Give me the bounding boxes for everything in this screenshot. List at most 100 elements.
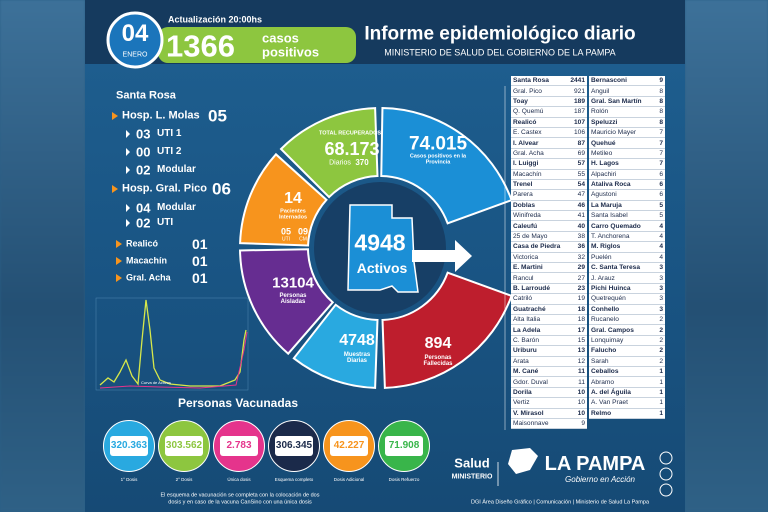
cell-name: Alta Italia — [513, 316, 541, 324]
ring-segment — [279, 107, 379, 199]
table-row: Alpachiri 6 — [589, 170, 665, 180]
table-row: H. Lagos 7 — [589, 159, 665, 170]
bullet — [126, 219, 130, 227]
cell-value: 10 — [577, 409, 585, 417]
cell-name: Gral. Pico — [513, 87, 542, 95]
cases-count: 1366 — [166, 28, 235, 64]
table-row: Guatraché 18 — [511, 305, 587, 315]
cell-value: 3 — [659, 305, 663, 313]
unit-value: 02 — [136, 162, 151, 178]
ring — [239, 107, 513, 389]
cell-value: 1 — [659, 378, 663, 386]
vaccine-shape — [385, 436, 423, 456]
cell-name: Pichi Huinca — [591, 285, 631, 292]
table-row: T. Anchorena 4 — [589, 232, 665, 243]
cell-value: 2 — [659, 316, 663, 324]
logo-ministerio: MINISTERIO — [451, 473, 493, 481]
cell-name: M. Riglos — [591, 243, 621, 251]
hospital-value: 05 — [208, 106, 227, 126]
table-row: C. Santa Teresa 3 — [589, 263, 665, 274]
uti-label: UTI — [281, 236, 291, 243]
table-row: E. Martini 29 — [511, 263, 587, 274]
cell-name: Relmo — [591, 409, 612, 417]
logo-brand: LA PAMPA — [544, 453, 646, 475]
cell-name: B. Larroudé — [513, 285, 551, 292]
bullet — [112, 185, 118, 193]
cell-name: J. Arauz — [591, 274, 615, 282]
cell-name: Guatraché — [513, 305, 546, 313]
table-row: La Maruja 5 — [589, 201, 665, 212]
cell-name: Bernasconi — [591, 77, 627, 85]
table-row: Santa Rosa 2441 — [511, 76, 587, 87]
cell-name: Doblas — [513, 201, 535, 209]
vaccine-label: Esquema completo — [274, 476, 314, 482]
cell-value: 1 — [659, 388, 663, 396]
vaccine-value: 71.908 — [388, 440, 420, 451]
table-row: E. Castex 106 — [511, 128, 587, 139]
cell-value: 2441 — [570, 77, 585, 85]
cell-value: 54 — [577, 181, 585, 189]
cell-value: 19 — [577, 295, 585, 303]
unit-name: UTI 2 — [157, 146, 182, 157]
locality-name: Gral. Acha — [126, 272, 171, 283]
table-row: La Adela 17 — [511, 325, 587, 336]
blurred-side — [685, 0, 768, 512]
cell-value: 3 — [659, 264, 663, 272]
table-row: C. Barón 15 — [511, 336, 587, 347]
table-row: Bernasconi 9 — [589, 76, 665, 87]
vaccines-title: Personas Vacunadas — [177, 396, 299, 410]
table-row: J. Arauz 3 — [589, 273, 665, 284]
table-row: Parera 47 — [511, 190, 587, 201]
table-row: Santa Isabel 5 — [589, 211, 665, 222]
cell-value: 7 — [659, 149, 663, 157]
cell-name: Quetrequén — [591, 295, 626, 303]
table-row: Agustoni 6 — [589, 190, 665, 201]
vaccine-value: 2.783 — [226, 440, 252, 451]
cell-value: 9 — [659, 77, 663, 85]
bullet — [126, 130, 130, 138]
unit-name: UTI 1 — [157, 128, 182, 139]
cell-value: 57 — [577, 160, 585, 168]
cell-value: 41 — [577, 212, 585, 220]
cell-value: 9 — [581, 420, 585, 428]
unit-name: Modular — [157, 164, 196, 175]
cell-name: Maisonnave — [513, 420, 549, 428]
cell-value: 2 — [659, 347, 663, 355]
cell-name: Macachín — [513, 170, 542, 178]
cell-name: Rucanelo — [591, 316, 619, 324]
table-row: Catriló 19 — [511, 294, 587, 305]
cell-value: 3 — [659, 295, 663, 303]
vaccine-shape — [275, 436, 313, 456]
unit-value: 04 — [136, 200, 151, 216]
cell-name: Lonquimay — [591, 336, 624, 344]
table-column: Bernasconi 9 Anguil 8 Gral. San Martín 8 Rolón… — [589, 76, 665, 419]
cell-name: E. Martini — [513, 264, 543, 272]
bullet — [126, 204, 130, 212]
cell-value: 40 — [577, 222, 585, 230]
table-row: Metileo 7 — [589, 149, 665, 160]
cell-value: 3 — [659, 285, 663, 292]
cell-value: 2 — [659, 326, 663, 334]
daily-value: 370 — [355, 158, 369, 167]
update-time: Actualización 20:00hs — [168, 14, 263, 25]
cell-value: 55 — [577, 170, 585, 178]
title: Informe epidemiológico diario — [364, 23, 636, 45]
table-row: Falucho 2 — [589, 346, 665, 357]
cell-name: Metileo — [591, 149, 613, 157]
logo-brand-sub: Gobierno en Acción — [565, 475, 635, 484]
cell-name: Trenel — [513, 181, 533, 189]
blurred-side — [0, 0, 85, 512]
cell-name: A. del Águila — [591, 388, 631, 396]
table-column: Santa Rosa 2441 Gral. Pico 921 Toay 189 Q. Que… — [511, 76, 587, 430]
date-badge — [106, 11, 164, 69]
vaccine-label: Dosis Refuerzo — [388, 476, 420, 482]
cell-value: 5 — [659, 201, 663, 209]
cell-name: 25 de Mayo — [513, 233, 548, 241]
cell-value: 4 — [659, 222, 663, 230]
recovered-value: 68.173 — [324, 139, 380, 159]
cell-value: 189 — [573, 97, 585, 105]
logo-salud: Salud — [454, 455, 490, 471]
vaccine-shape — [110, 436, 148, 456]
credits: DGI Área Diseño Gráfico | Comunicación |… — [470, 499, 650, 506]
cell-value: 18 — [577, 316, 585, 324]
